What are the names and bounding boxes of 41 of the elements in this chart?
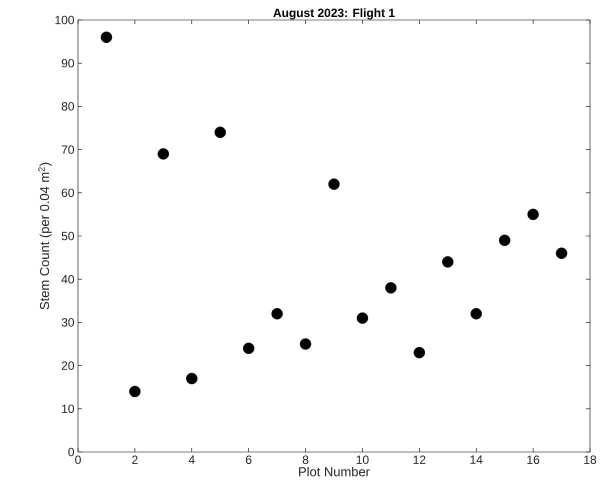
y-tick-label: 40	[61, 274, 74, 284]
x-tick-label: 14	[470, 456, 483, 464]
x-tick-label: 0	[75, 456, 81, 464]
y-tick-label: 60	[62, 188, 74, 198]
y-tick-label: 70	[62, 145, 74, 154]
point	[356, 312, 368, 324]
point	[158, 148, 170, 160]
point	[328, 178, 340, 190]
y-tick-label: 30	[62, 318, 74, 327]
x-tick-label: 2	[132, 456, 138, 464]
point	[527, 208, 539, 220]
y-tick-label: 20	[62, 361, 74, 370]
chart-title: August 2023: Flight 1	[273, 8, 395, 20]
x-tick-label: 16	[527, 456, 540, 464]
point	[470, 308, 482, 320]
x-axis-title: Plot Number	[299, 466, 370, 476]
y-tick-label: 80	[62, 102, 74, 111]
point	[385, 282, 397, 294]
point	[498, 234, 510, 246]
x-tick-label: 12	[414, 456, 426, 464]
y-tick-label: 10	[62, 404, 74, 414]
point	[414, 346, 426, 358]
y-tick-label: 100	[55, 16, 74, 24]
point	[100, 32, 112, 43]
point	[242, 342, 254, 354]
y-tick-label: 90	[62, 58, 74, 68]
x-tick-label: 6	[246, 456, 252, 464]
point	[556, 248, 568, 259]
y-axis-title: Stem Count (per 0.04 m$^{2}$)	[38, 162, 52, 310]
point	[214, 126, 226, 138]
y-tick-label: 0	[68, 448, 74, 456]
point	[186, 372, 198, 384]
x-tick-label: 10	[356, 456, 369, 464]
point	[271, 308, 283, 320]
x-tick-label: 8	[302, 456, 308, 464]
x-tick-label: 18	[584, 456, 596, 464]
point	[129, 386, 141, 398]
point	[442, 256, 454, 268]
y-tick-label: 50	[62, 232, 74, 240]
x-tick-label: 4	[188, 456, 195, 464]
point	[300, 338, 312, 350]
